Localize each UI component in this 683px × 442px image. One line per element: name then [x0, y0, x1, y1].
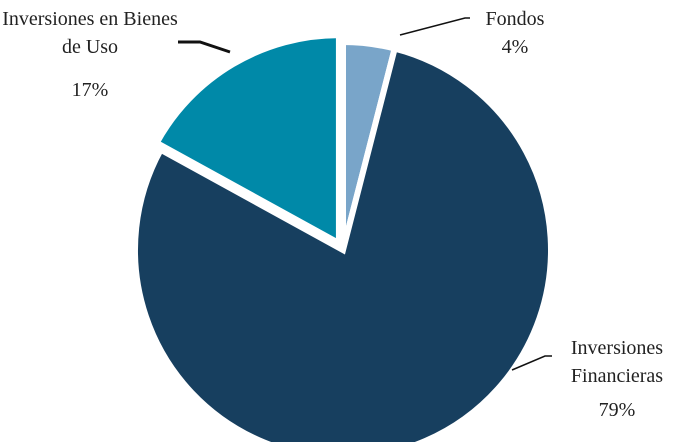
- leader-line: [511, 355, 552, 371]
- slice-label: Inversiones Financieras: [570, 337, 664, 387]
- leader-line: [399, 17, 470, 36]
- slices: [132, 32, 554, 442]
- slice-value-label: 79%: [598, 399, 636, 421]
- slice-label: Inversiones en Bienes de Uso: [2, 8, 178, 58]
- slice-label: Fondos: [485, 8, 545, 30]
- slice-value-label: 4%: [501, 36, 529, 58]
- leader-line: [178, 40, 231, 54]
- pie-slice: [132, 44, 554, 442]
- slice-value-label: 17%: [71, 79, 109, 101]
- pie-slice: [152, 32, 342, 249]
